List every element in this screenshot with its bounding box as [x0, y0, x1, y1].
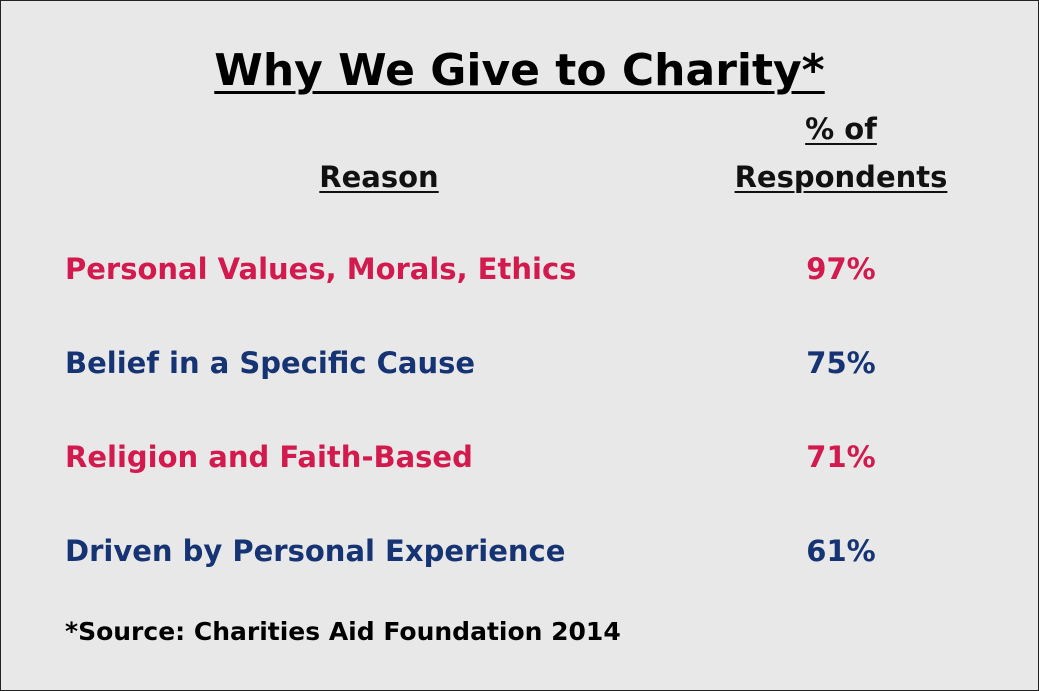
row-percent: 61%	[806, 534, 876, 568]
footnote: *Source: Charities Aid Foundation 2014	[65, 617, 621, 646]
column-header: Reason	[319, 160, 439, 194]
row-reason: Driven by Personal Experience	[65, 534, 566, 568]
row-percent: 75%	[806, 346, 876, 380]
row-reason: Personal Values, Morals, Ethics	[65, 252, 577, 286]
title: Why We Give to Charity*	[214, 45, 825, 96]
row-percent: 71%	[806, 440, 876, 474]
row-reason: Religion and Faith-Based	[65, 440, 473, 474]
column-header: % of Respondents	[734, 112, 948, 194]
row-reason: Belief in a Specific Cause	[65, 346, 476, 380]
row-percent: 97%	[806, 252, 876, 286]
